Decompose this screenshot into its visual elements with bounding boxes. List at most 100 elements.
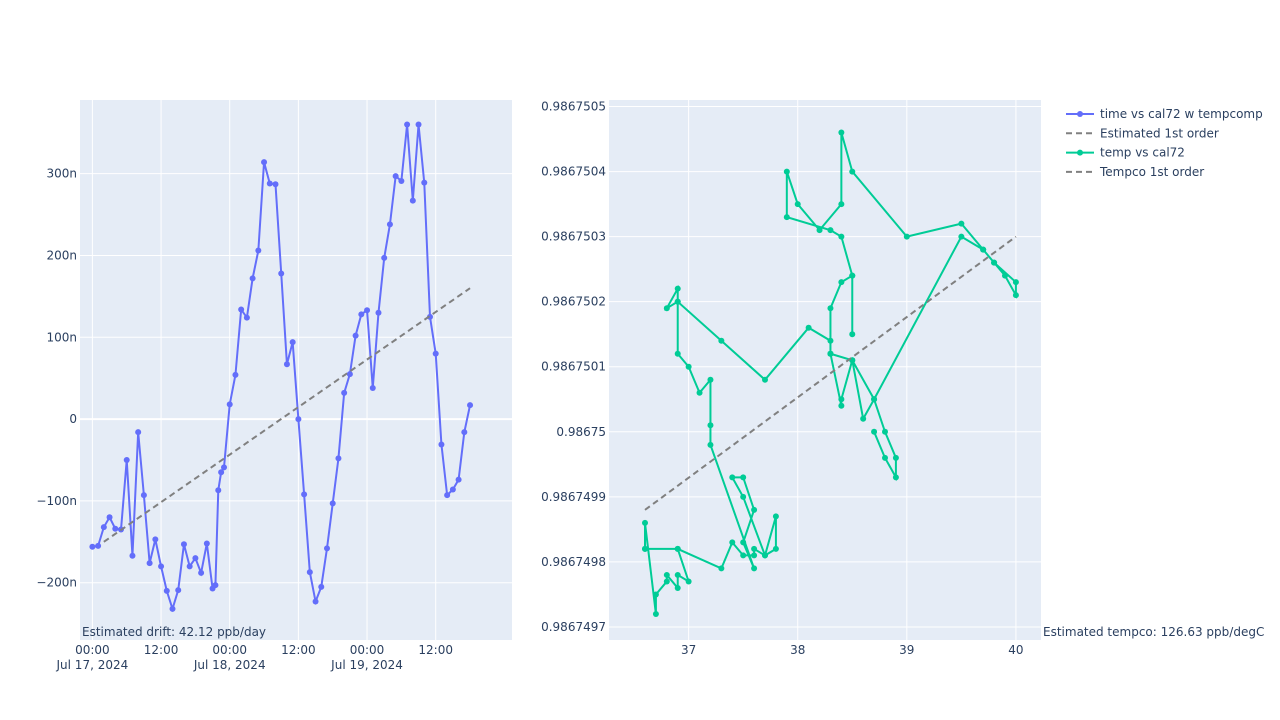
data-point[interactable] bbox=[718, 565, 725, 572]
data-point[interactable] bbox=[827, 305, 834, 312]
data-point[interactable] bbox=[740, 493, 747, 500]
data-point[interactable] bbox=[438, 441, 445, 448]
data-point[interactable] bbox=[95, 542, 102, 549]
data-point[interactable] bbox=[266, 180, 273, 187]
data-point[interactable] bbox=[674, 285, 681, 292]
data-point[interactable] bbox=[652, 591, 659, 598]
data-point[interactable] bbox=[112, 525, 119, 532]
data-point[interactable] bbox=[892, 454, 899, 461]
data-point[interactable] bbox=[958, 220, 965, 227]
data-point[interactable] bbox=[827, 227, 834, 234]
data-point[interactable] bbox=[838, 402, 845, 409]
data-point[interactable] bbox=[740, 552, 747, 559]
data-point[interactable] bbox=[696, 389, 703, 396]
data-point[interactable] bbox=[903, 233, 910, 240]
data-point[interactable] bbox=[849, 168, 856, 175]
data-point[interactable] bbox=[740, 539, 747, 546]
data-point[interactable] bbox=[169, 605, 176, 612]
data-point[interactable] bbox=[295, 416, 302, 423]
data-point[interactable] bbox=[892, 474, 899, 481]
data-point[interactable] bbox=[106, 514, 113, 521]
data-point[interactable] bbox=[652, 610, 659, 617]
data-point[interactable] bbox=[849, 331, 856, 338]
data-point[interactable] bbox=[762, 376, 768, 383]
data-point[interactable] bbox=[335, 455, 342, 462]
data-point[interactable] bbox=[838, 279, 845, 286]
data-point[interactable] bbox=[980, 246, 987, 253]
data-point[interactable] bbox=[358, 311, 365, 318]
data-point[interactable] bbox=[192, 555, 199, 562]
data-point[interactable] bbox=[860, 415, 867, 422]
data-point[interactable] bbox=[158, 563, 165, 570]
data-point[interactable] bbox=[140, 492, 147, 499]
data-point[interactable] bbox=[663, 305, 670, 312]
data-point[interactable] bbox=[409, 197, 416, 204]
data-point[interactable] bbox=[398, 178, 405, 184]
legend-item[interactable]: Tempco 1st order bbox=[1066, 165, 1204, 179]
data-point[interactable] bbox=[261, 159, 268, 166]
data-point[interactable] bbox=[849, 272, 856, 279]
data-point[interactable] bbox=[135, 429, 142, 436]
data-point[interactable] bbox=[882, 454, 888, 461]
data-point[interactable] bbox=[685, 578, 692, 585]
data-point[interactable] bbox=[283, 361, 290, 368]
data-point[interactable] bbox=[415, 121, 422, 128]
data-point[interactable] bbox=[1002, 272, 1008, 279]
data-point[interactable] bbox=[341, 389, 348, 396]
data-point[interactable] bbox=[392, 173, 399, 180]
data-point[interactable] bbox=[718, 337, 725, 344]
data-point[interactable] bbox=[444, 492, 451, 499]
data-point[interactable] bbox=[663, 571, 670, 578]
data-point[interactable] bbox=[707, 422, 714, 429]
data-point[interactable] bbox=[674, 298, 681, 305]
data-point[interactable] bbox=[255, 247, 262, 254]
data-point[interactable] bbox=[729, 539, 736, 546]
data-point[interactable] bbox=[346, 371, 353, 378]
data-point[interactable] bbox=[882, 428, 888, 435]
data-point[interactable] bbox=[404, 121, 411, 128]
data-point[interactable] bbox=[674, 571, 681, 578]
legend[interactable]: time vs cal72 w tempcomp Estimated 1st or… bbox=[1066, 107, 1263, 179]
data-point[interactable] bbox=[729, 474, 736, 481]
data-point[interactable] bbox=[663, 578, 670, 585]
data-point[interactable] bbox=[203, 540, 210, 547]
data-point[interactable] bbox=[289, 339, 296, 346]
data-point[interactable] bbox=[871, 428, 878, 435]
legend-item[interactable]: Estimated 1st order bbox=[1066, 126, 1219, 140]
data-point[interactable] bbox=[838, 129, 845, 136]
data-point[interactable] bbox=[707, 441, 714, 448]
data-point[interactable] bbox=[163, 587, 170, 594]
data-point[interactable] bbox=[805, 324, 812, 331]
data-point[interactable] bbox=[772, 545, 779, 552]
data-point[interactable] bbox=[243, 314, 250, 321]
data-point[interactable] bbox=[674, 584, 681, 591]
data-point[interactable] bbox=[146, 560, 153, 567]
data-point[interactable] bbox=[89, 543, 96, 550]
data-point[interactable] bbox=[674, 350, 681, 357]
data-point[interactable] bbox=[449, 486, 456, 493]
data-point[interactable] bbox=[1012, 292, 1019, 299]
data-point[interactable] bbox=[794, 201, 801, 208]
data-point[interactable] bbox=[751, 545, 758, 552]
data-point[interactable] bbox=[783, 168, 790, 175]
data-point[interactable] bbox=[707, 376, 714, 383]
data-point[interactable] bbox=[740, 474, 747, 481]
data-point[interactable] bbox=[751, 506, 758, 513]
data-point[interactable] bbox=[352, 332, 359, 339]
data-point[interactable] bbox=[272, 181, 279, 188]
data-point[interactable] bbox=[467, 402, 474, 409]
data-point[interactable] bbox=[455, 476, 462, 483]
data-point[interactable] bbox=[432, 350, 439, 357]
data-point[interactable] bbox=[642, 519, 648, 526]
data-point[interactable] bbox=[1012, 279, 1019, 286]
legend-item[interactable]: temp vs cal72 bbox=[1066, 146, 1185, 160]
data-point[interactable] bbox=[323, 545, 330, 552]
data-point[interactable] bbox=[226, 401, 233, 408]
data-point[interactable] bbox=[685, 363, 692, 370]
data-point[interactable] bbox=[278, 270, 285, 277]
data-point[interactable] bbox=[751, 565, 758, 572]
data-point[interactable] bbox=[827, 350, 834, 357]
data-point[interactable] bbox=[306, 569, 313, 576]
data-point[interactable] bbox=[762, 552, 768, 559]
data-point[interactable] bbox=[218, 469, 225, 476]
